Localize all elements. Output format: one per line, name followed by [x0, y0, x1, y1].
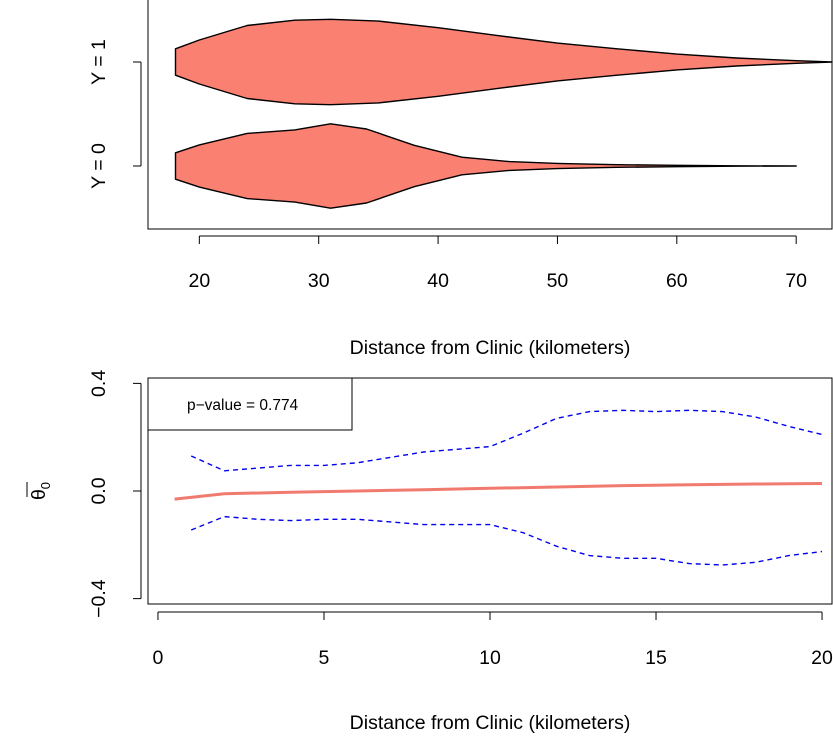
- violin-x-axis-title: Distance from Clinic (kilometers): [350, 337, 631, 359]
- legend-box: p−value = 0.774: [147, 377, 353, 431]
- violin-x-tick-label: 20: [188, 270, 210, 292]
- line-x-axis: 0 5 10 15 20: [153, 611, 833, 669]
- violin-x-axis: 20 30 40 50 60 70: [188, 235, 807, 292]
- upper-band-line: [190, 409, 823, 472]
- line-x-tick-label: 0: [153, 647, 164, 669]
- line-x-tick-label: 10: [479, 647, 501, 669]
- line-layer: [174, 409, 823, 566]
- line-y-axis-title: θ0: [28, 482, 53, 500]
- violin-y-tick-label: Y = 1: [88, 39, 110, 85]
- line-panel: p−value = 0.774 0 5 10 15 20 −0.40.00.4 θ0 D…: [26, 370, 833, 734]
- estimate-line: [174, 482, 823, 501]
- violin-panel: 20 30 40 50 60 70 Y = 0 Y = 1 Distance from Cl…: [88, 0, 833, 359]
- line-y-axis-title-subscript: 0: [38, 482, 53, 489]
- line-y-tick-label: −0.4: [88, 579, 110, 618]
- line-x-tick-label: 20: [811, 647, 833, 669]
- violin-y0: [174, 123, 797, 209]
- line-plot-frame: [147, 377, 833, 605]
- line-y-axis: −0.4 0.0 0.4: [88, 370, 142, 618]
- line-x-axis-title: Distance from Clinic (kilometers): [350, 712, 631, 734]
- lower-band-line: [190, 515, 823, 566]
- violin-x-tick-label: 60: [666, 270, 688, 292]
- violin-x-tick-label: 40: [427, 270, 449, 292]
- violin-x-tick-label: 70: [785, 270, 807, 292]
- violin-y-tick-label: Y = 0: [88, 143, 110, 189]
- violin-y-axis: Y = 0 Y = 1: [88, 39, 142, 189]
- legend-frame: [147, 377, 353, 431]
- line-x-tick-label: 15: [645, 647, 667, 669]
- legend-text: p−value = 0.774: [187, 397, 299, 414]
- violin-y1: [174, 18, 833, 106]
- line-y-axis-title-base: θ: [28, 489, 50, 500]
- violin-plot-frame: [147, 0, 833, 230]
- line-y-tick-label: 0.4: [88, 370, 110, 397]
- violin-x-tick-label: 50: [547, 270, 569, 292]
- violin-layer: [174, 18, 833, 209]
- line-y-tick-label: 0.0: [88, 477, 110, 504]
- line-x-tick-label: 5: [319, 647, 330, 669]
- violin-x-tick-label: 30: [308, 270, 330, 292]
